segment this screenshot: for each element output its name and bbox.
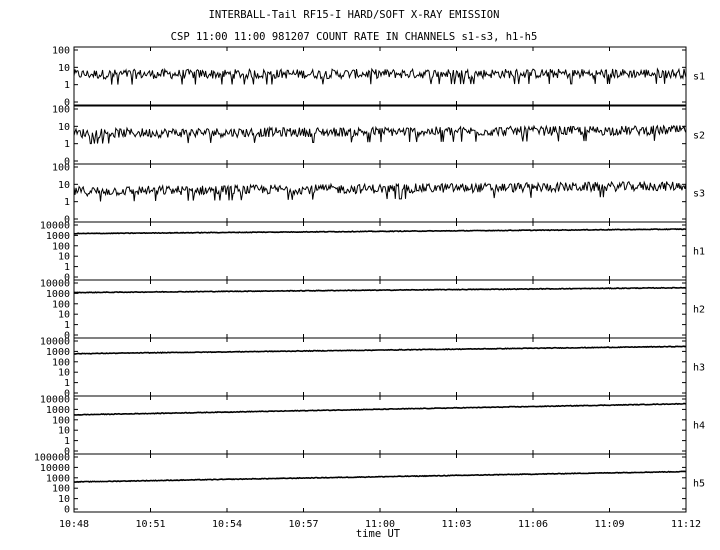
x-tick-label-8: 11:12 (671, 519, 701, 530)
y-tick-label-s3-0: 100 (52, 163, 70, 174)
y-tick-label-s3-1: 10 (58, 180, 70, 191)
channel-label-s3: s3 (693, 189, 705, 200)
y-tick-label-h2-3: 10 (58, 310, 70, 321)
series-line-h3 (73, 345, 687, 355)
series-line-s1 (73, 67, 687, 85)
y-tick-label-h5-5: 0 (64, 505, 70, 516)
y-tick-label-h3-3: 10 (58, 368, 70, 379)
y-tick-label-s2-0: 100 (52, 105, 70, 116)
x-tick-label-2: 10:54 (212, 519, 242, 530)
y-tick-label-h1-2: 100 (52, 241, 70, 252)
y-tick-label-h1-5: 0 (64, 273, 70, 284)
channel-label-h1: h1 (693, 247, 705, 258)
y-tick-label-h2-1: 1000 (46, 289, 70, 300)
channel-label-h4: h4 (693, 421, 705, 432)
y-tick-label-h4-3: 10 (58, 426, 70, 437)
y-tick-label-h2-5: 0 (64, 331, 70, 342)
y-tick-label-s1-2: 1 (64, 80, 70, 91)
y-tick-label-s1-1: 10 (58, 63, 70, 74)
series-line-h4 (73, 402, 687, 416)
channel-label-s1: s1 (693, 72, 705, 83)
y-tick-label-h3-5: 0 (64, 389, 70, 400)
x-tick-label-0: 10:48 (59, 519, 89, 530)
y-tick-label-h1-0: 10000 (40, 221, 70, 232)
y-tick-label-h2-2: 100 (52, 299, 70, 310)
x-tick-label-7: 11:09 (594, 519, 624, 530)
series-line-h5 (73, 470, 687, 484)
chart-subtitle: CSP 11:00 11:00 981207 COUNT RATE IN CHA… (171, 31, 538, 43)
y-tick-label-h5-0: 100000 (34, 453, 70, 464)
x-tick-label-1: 10:51 (135, 519, 165, 530)
channel-label-h2: h2 (693, 305, 705, 316)
y-tick-label-h5-1: 10000 (40, 463, 70, 474)
y-tick-label-s3-2: 1 (64, 197, 70, 208)
x-tick-label-3: 10:57 (288, 519, 318, 530)
y-tick-label-h2-0: 10000 (40, 279, 70, 290)
series-line-h2 (73, 286, 686, 294)
panel-frame-h5 (73, 453, 687, 513)
series-line-s2 (73, 124, 687, 145)
y-tick-label-h4-5: 0 (64, 447, 70, 458)
y-tick-label-h1-1: 1000 (46, 231, 70, 242)
channel-label-h3: h3 (693, 363, 705, 374)
y-tick-label-h3-0: 10000 (40, 337, 70, 348)
y-tick-label-h3-1: 1000 (46, 347, 70, 358)
y-tick-label-s1-0: 100 (52, 46, 70, 57)
y-tick-label-h1-3: 10 (58, 252, 70, 263)
x-tick-label-4: 11:00 (365, 519, 395, 530)
x-axis-label: time UT (356, 528, 401, 540)
y-tick-label-h3-2: 100 (52, 357, 70, 368)
y-tick-label-h4-4: 1 (64, 436, 70, 447)
y-tick-label-h5-3: 100 (52, 484, 70, 495)
y-tick-label-s3-3: 0 (64, 215, 70, 226)
x-tick-label-6: 11:06 (518, 519, 548, 530)
channel-label-s2: s2 (693, 131, 705, 142)
y-tick-label-h1-4: 1 (64, 262, 70, 273)
y-tick-label-h5-2: 1000 (46, 473, 70, 484)
chart-title: INTERBALL-Tail RF15-I HARD/SOFT X-RAY EM… (209, 9, 500, 21)
y-tick-label-h5-4: 10 (58, 494, 70, 505)
series-line-s3 (73, 180, 687, 202)
x-tick-label-5: 11:03 (441, 519, 471, 530)
y-tick-label-h4-1: 1000 (46, 405, 70, 416)
y-tick-label-s2-2: 1 (64, 139, 70, 150)
y-tick-label-s2-1: 10 (58, 122, 70, 133)
y-tick-label-s2-3: 0 (64, 157, 70, 168)
series-line-h1 (73, 228, 687, 235)
channel-label-h5: h5 (693, 479, 705, 490)
y-tick-label-s1-3: 0 (64, 98, 70, 109)
y-tick-label-h4-0: 10000 (40, 395, 70, 406)
y-tick-label-h4-2: 100 (52, 415, 70, 426)
y-tick-label-h2-4: 1 (64, 320, 70, 331)
y-tick-label-h3-4: 1 (64, 378, 70, 389)
